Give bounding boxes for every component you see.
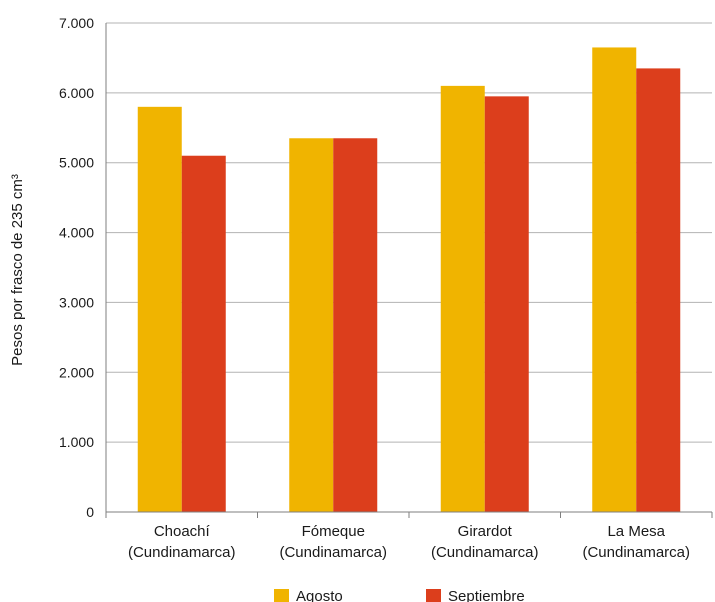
bar-agosto-2 bbox=[440, 85, 485, 512]
legend-label-septiembre: Septiembre bbox=[448, 588, 525, 602]
x-category-labels: Choachí (Cundinamarca) Fómeque (Cundinamarc… bbox=[128, 523, 690, 561]
y-tick-label: 6.000 bbox=[59, 85, 94, 101]
y-tick-label: 3.000 bbox=[59, 294, 94, 310]
bar-agosto-3 bbox=[592, 47, 637, 512]
axes bbox=[105, 23, 713, 518]
y-tick-label: 1.000 bbox=[59, 434, 94, 450]
y-tick-label: 2.000 bbox=[59, 364, 94, 380]
y-tick-label: 5.000 bbox=[59, 155, 94, 171]
y-tick-label: 7.000 bbox=[59, 15, 94, 31]
bar-septiembre-1 bbox=[333, 138, 378, 512]
bar-septiembre-2 bbox=[484, 96, 529, 512]
x-category-label: Girardot (Cundinamarca) bbox=[431, 523, 539, 561]
y-axis-title: Pesos por frasco de 235 cm³ bbox=[9, 174, 26, 366]
y-tick-labels: 0 1.000 2.000 3.000 4.000 5.000 6.000 7.000 bbox=[59, 15, 94, 520]
bars bbox=[137, 47, 681, 513]
bar-septiembre-0 bbox=[181, 155, 226, 512]
legend: Agosto Septiembre bbox=[274, 588, 525, 602]
bar-agosto-1 bbox=[289, 138, 334, 512]
x-category-label: Choachí (Cundinamarca) bbox=[128, 523, 236, 561]
legend-swatch-agosto bbox=[274, 589, 289, 602]
bar-agosto-0 bbox=[137, 106, 182, 512]
legend-swatch-septiembre bbox=[426, 589, 441, 602]
y-tick-label: 0 bbox=[86, 504, 94, 520]
y-tick-label: 4.000 bbox=[59, 225, 94, 241]
bar-septiembre-3 bbox=[636, 68, 681, 513]
x-category-label: Fómeque (Cundinamarca) bbox=[279, 523, 387, 561]
x-category-label: La Mesa (Cundinamarca) bbox=[582, 523, 690, 561]
legend-label-agosto: Agosto bbox=[296, 588, 343, 602]
